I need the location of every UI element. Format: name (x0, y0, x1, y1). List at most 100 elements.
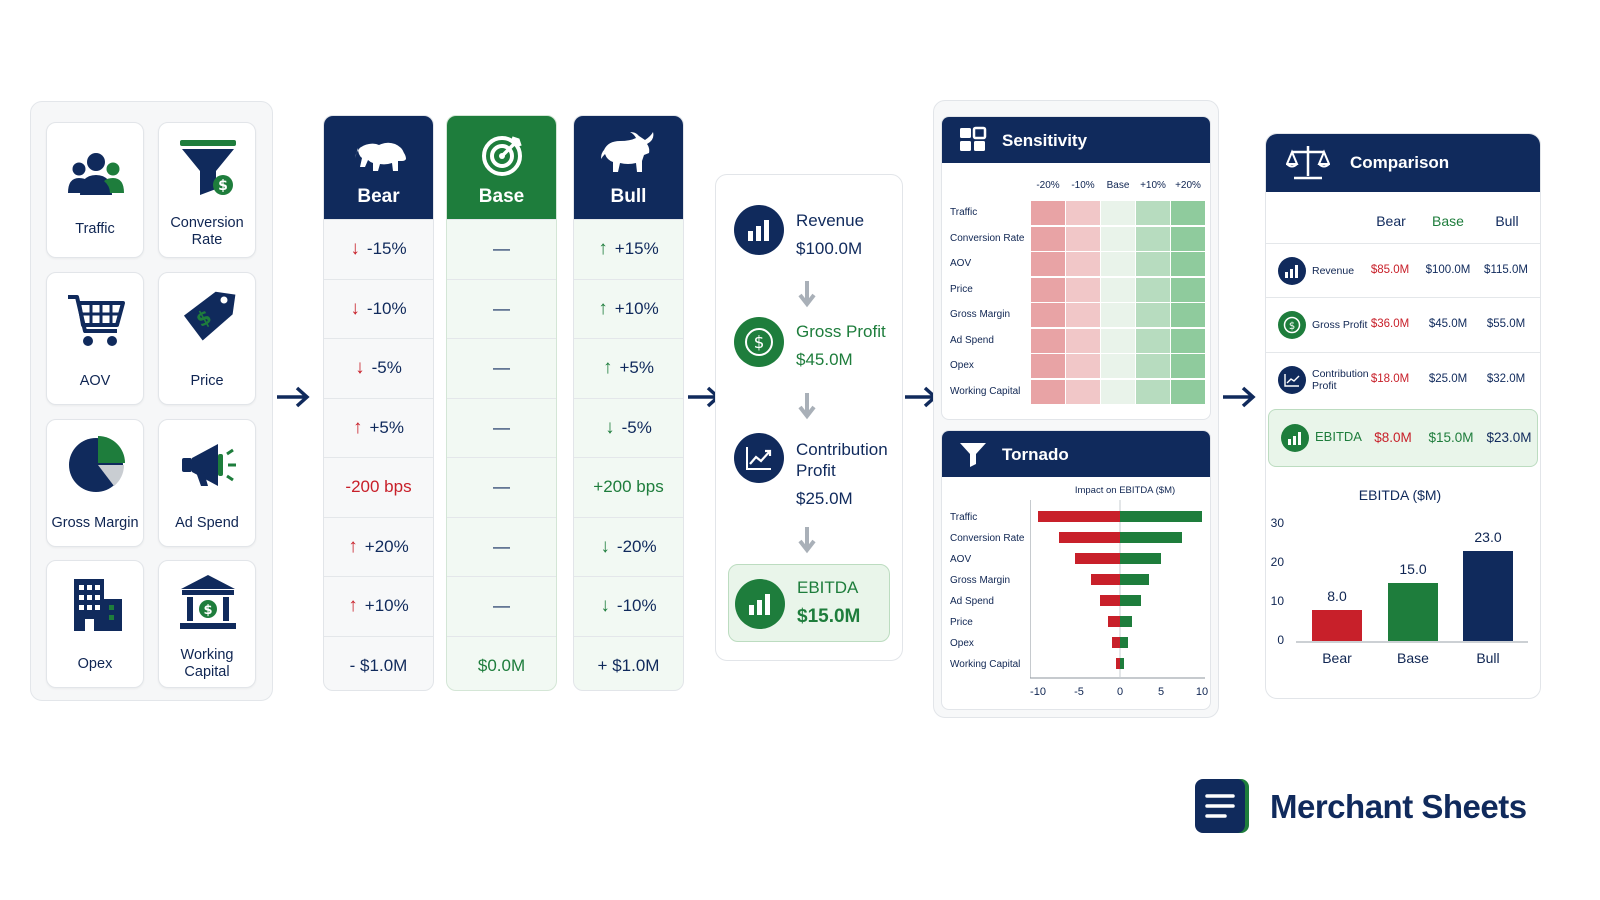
scenario-row[interactable]: ↑ +5% (574, 338, 683, 397)
heatmap-cell[interactable] (1066, 379, 1100, 404)
scenario-header-base[interactable]: Base (447, 116, 556, 219)
heatmap-cell[interactable] (1101, 226, 1135, 251)
ebitda-bar[interactable] (1463, 551, 1513, 641)
tornado-bar-positive[interactable] (1120, 595, 1141, 606)
tornado-bar-positive[interactable] (1120, 658, 1125, 669)
tornado-bar-positive[interactable] (1120, 532, 1182, 543)
heatmap-cell[interactable] (1171, 277, 1205, 302)
tornado-bar-negative[interactable] (1099, 595, 1120, 606)
scenario-row[interactable]: ↑ +10% (574, 278, 683, 338)
heatmap-cell[interactable] (1171, 252, 1205, 276)
heatmap-cell[interactable] (1031, 252, 1065, 276)
heatmap-cell[interactable] (1031, 201, 1065, 225)
tornado-header[interactable]: Tornado (942, 431, 1210, 477)
scenario-row[interactable]: — (447, 278, 556, 338)
scenario-row[interactable]: — (447, 397, 556, 457)
scenario-row[interactable]: -200 bps (324, 457, 433, 516)
driver-tile-gross-margin[interactable]: Gross Margin (46, 419, 144, 547)
heatmap-cell[interactable] (1171, 226, 1205, 251)
heatmap-cell[interactable] (1031, 328, 1065, 353)
heatmap-cell[interactable] (1136, 226, 1170, 251)
driver-tile-traffic[interactable]: Traffic (46, 122, 144, 258)
heatmap-cell[interactable] (1066, 303, 1100, 327)
tornado-bar-positive[interactable] (1120, 637, 1129, 648)
heatmap-cell[interactable] (1066, 226, 1100, 251)
heatmap-cell[interactable] (1031, 226, 1065, 251)
tornado-bar-positive[interactable] (1120, 574, 1149, 585)
heatmap-cell[interactable] (1031, 354, 1065, 378)
scenario-row[interactable]: ↑ +5% (324, 397, 433, 457)
comparison-row[interactable]: Revenue $85.0M $100.0M $115.0M (1266, 243, 1540, 297)
scenario-row[interactable]: + $1.0M (574, 635, 683, 691)
scenario-row[interactable]: ↓ -5% (574, 397, 683, 457)
comparison-row[interactable]: EBITDA $8.0M $15.0M $23.0M (1268, 409, 1538, 467)
heatmap-cell[interactable] (1101, 201, 1135, 225)
heatmap-cell[interactable] (1136, 277, 1170, 302)
tornado-bar-negative[interactable] (1107, 616, 1120, 627)
scenario-row[interactable]: ↓ -10% (324, 278, 433, 338)
heatmap-cell[interactable] (1031, 379, 1065, 404)
sensitivity-header[interactable]: Sensitivity (942, 117, 1210, 163)
scenario-row[interactable]: — (447, 516, 556, 576)
heatmap-cell[interactable] (1136, 379, 1170, 404)
flow-ebitda[interactable]: EBITDA $15.0M (728, 564, 890, 642)
heatmap-cell[interactable] (1066, 277, 1100, 302)
scenario-row[interactable]: ↓ -5% (324, 338, 433, 397)
heatmap-cell[interactable] (1171, 201, 1205, 225)
tornado-bar-negative[interactable] (1074, 553, 1120, 564)
scenario-row[interactable]: ↓ -10% (574, 576, 683, 635)
driver-tile-price[interactable]: $ Price (158, 272, 256, 405)
scenario-header-bull[interactable]: Bull (574, 116, 683, 219)
tornado-bar-positive[interactable] (1120, 511, 1202, 522)
heatmap-cell[interactable] (1066, 354, 1100, 378)
heatmap-cell[interactable] (1101, 354, 1135, 378)
scenario-row[interactable]: — (447, 576, 556, 635)
heatmap-cell[interactable] (1101, 328, 1135, 353)
tornado-bar-negative[interactable] (1091, 574, 1120, 585)
heatmap-cell[interactable] (1136, 252, 1170, 276)
scenario-header-bear[interactable]: Bear (324, 116, 433, 219)
heatmap-cell[interactable] (1171, 328, 1205, 353)
heatmap-cell[interactable] (1136, 328, 1170, 353)
tornado-bar-negative[interactable] (1038, 511, 1120, 522)
ebitda-bar[interactable] (1312, 609, 1362, 641)
driver-tile-aov[interactable]: AOV (46, 272, 144, 405)
heatmap-cell[interactable] (1066, 252, 1100, 276)
heatmap-cell[interactable] (1101, 303, 1135, 327)
heatmap-cell[interactable] (1101, 252, 1135, 276)
heatmap-cell[interactable] (1101, 277, 1135, 302)
scenario-row[interactable]: — (447, 219, 556, 278)
comparison-row[interactable]: Contribution Profit $18.0M $25.0M $32.0M (1266, 352, 1540, 406)
tornado-bar-positive[interactable] (1120, 616, 1133, 627)
scenario-row[interactable]: ↑ +10% (324, 576, 433, 635)
tornado-bar-negative[interactable] (1058, 532, 1120, 543)
heatmap-cell[interactable] (1066, 201, 1100, 225)
scenario-row[interactable]: +200 bps (574, 457, 683, 516)
scenario-row[interactable]: ↓ -15% (324, 219, 433, 278)
heatmap-cell[interactable] (1171, 354, 1205, 378)
heatmap-cell[interactable] (1136, 303, 1170, 327)
tornado-bar-positive[interactable] (1120, 553, 1161, 564)
scenario-row[interactable]: $0.0M (447, 635, 556, 691)
heatmap-cell[interactable] (1171, 303, 1205, 327)
driver-tile-working-capital[interactable]: $ Working Capital (158, 560, 256, 688)
scenario-row[interactable]: ↑ +20% (324, 516, 433, 576)
scenario-row[interactable]: — (447, 457, 556, 516)
ebitda-bar[interactable] (1388, 582, 1438, 641)
tornado-bar-negative[interactable] (1115, 658, 1120, 669)
heatmap-cell[interactable] (1031, 277, 1065, 302)
scenario-row[interactable]: ↑ +15% (574, 219, 683, 278)
heatmap-cell[interactable] (1066, 328, 1100, 353)
heatmap-cell[interactable] (1171, 379, 1205, 404)
scenario-row[interactable]: ↓ -20% (574, 516, 683, 576)
scenario-row[interactable]: - $1.0M (324, 635, 433, 691)
comparison-header[interactable]: Comparison (1266, 134, 1540, 192)
driver-tile-opex[interactable]: Opex (46, 560, 144, 688)
driver-tile-ad-spend[interactable]: Ad Spend (158, 419, 256, 547)
heatmap-cell[interactable] (1136, 201, 1170, 225)
heatmap-cell[interactable] (1136, 354, 1170, 378)
heatmap-cell[interactable] (1031, 303, 1065, 327)
scenario-row[interactable]: — (447, 338, 556, 397)
tornado-bar-negative[interactable] (1111, 637, 1120, 648)
heatmap-cell[interactable] (1101, 379, 1135, 404)
